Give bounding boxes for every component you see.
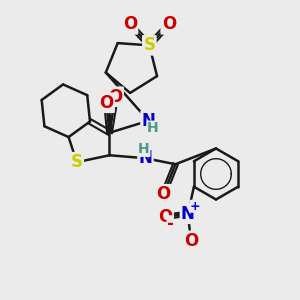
Text: -: - (167, 215, 173, 233)
Text: S: S (71, 153, 83, 171)
Text: S: S (143, 36, 155, 54)
Text: O: O (99, 94, 114, 112)
Text: N: N (181, 205, 195, 223)
Text: N: N (139, 149, 152, 167)
Text: O: O (158, 208, 172, 226)
Text: N: N (142, 112, 155, 130)
Text: O: O (108, 88, 123, 106)
Text: O: O (123, 15, 137, 33)
Text: H: H (138, 142, 150, 156)
Text: +: + (189, 200, 200, 213)
Text: O: O (156, 185, 171, 203)
Text: H: H (147, 121, 159, 135)
Text: O: O (162, 15, 176, 33)
Text: O: O (184, 232, 198, 250)
